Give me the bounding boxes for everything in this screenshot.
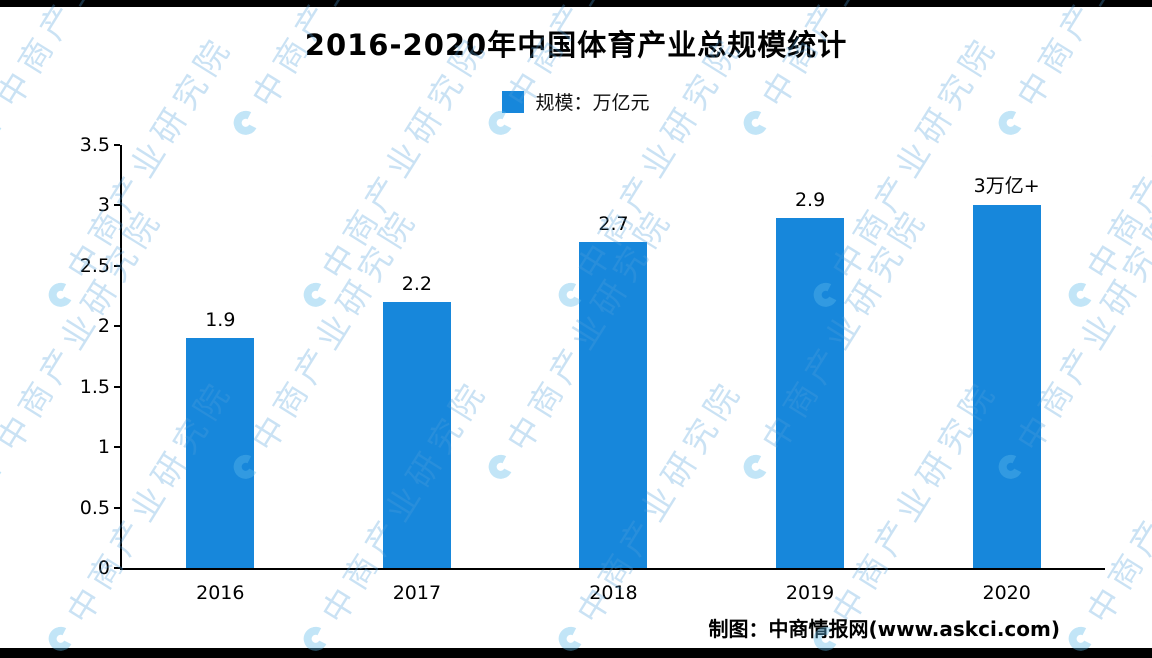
bar-value-label: 2.2 (401, 273, 432, 296)
plot-area: 0 0.5 1 1.5 2 2.5 3 3.5 1.9 2016 2.2 2017 2.7 2018 2.… (80, 134, 1105, 604)
y-axis-tick (114, 506, 120, 509)
x-axis-label: 2018 (589, 582, 638, 604)
watermark-logo-icon (0, 451, 6, 482)
bar-value-label: 1.9 (205, 309, 236, 332)
bar (382, 302, 451, 568)
chart-title: 2016-2020年中国体育产业总规模统计 (304, 28, 848, 62)
x-axis-label: 2017 (392, 582, 442, 604)
y-axis-label: 1 (97, 436, 110, 459)
y-axis-tick (114, 325, 120, 328)
y-axis-tick (114, 385, 120, 388)
bar-group: 2.2 2017 (347, 145, 487, 604)
y-axis-label: 0 (97, 557, 110, 579)
bars-container: 1.9 2016 2.2 2017 2.7 2018 2.9 2019 3万亿+ 2020 (122, 145, 1105, 604)
y-axis-tick (114, 567, 120, 569)
legend-swatch (502, 90, 525, 113)
bottom-black-strip (0, 648, 1152, 658)
bar-group: 2.7 2018 (543, 145, 683, 604)
watermark-logo-icon (45, 279, 76, 310)
footer-credit: 制图：中商情报网(www.askci.com) (708, 617, 1060, 641)
y-axis-label: 2 (97, 315, 110, 338)
legend: 规模：万亿元 (0, 88, 1152, 115)
bar-group: 1.9 2016 (150, 145, 290, 604)
bar-group: 2.9 2019 (740, 145, 880, 604)
bar-value-label: 2.7 (598, 212, 629, 235)
x-axis-label: 2016 (196, 582, 245, 604)
bar (972, 205, 1041, 568)
bar-group: 3万亿+ 2020 (937, 145, 1077, 604)
bar (186, 338, 255, 568)
y-axis-label: 2.5 (79, 254, 110, 277)
y-axis-label: 1.5 (79, 375, 110, 398)
y-axis-label: 3.5 (79, 134, 110, 156)
top-black-strip (0, 0, 1152, 7)
x-axis-label: 2019 (785, 582, 835, 604)
legend-label: 规模：万亿元 (535, 92, 650, 114)
y-axis-label: 0.5 (79, 496, 110, 519)
bar (579, 241, 648, 568)
x-axis-label: 2020 (982, 582, 1031, 604)
bar-value-label: 2.9 (794, 188, 826, 211)
y-axis-tick (114, 446, 120, 449)
bar (776, 217, 845, 568)
bar-value-label: 3万亿+ (973, 175, 1040, 198)
y-axis-tick (114, 264, 120, 267)
y-axis-label: 3 (97, 194, 110, 217)
y-axis-tick (114, 144, 120, 146)
y-axis-tick (114, 204, 120, 207)
